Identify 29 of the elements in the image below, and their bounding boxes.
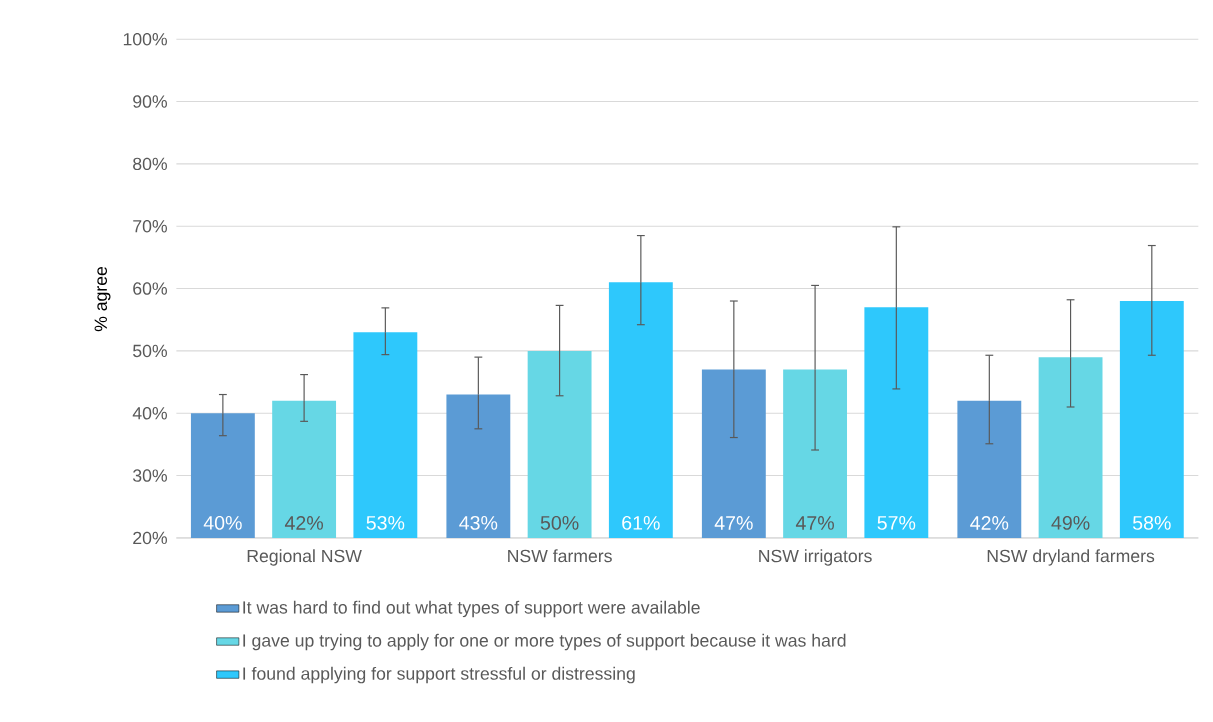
data-label: 49%	[1051, 515, 1090, 530]
x-tick-label: Regional NSW	[247, 549, 362, 566]
y-tick-label: 50%	[133, 344, 167, 358]
y-tick-label: 60%	[133, 282, 167, 295]
data-label: 42%	[970, 515, 1009, 530]
legend-label: I found applying for support stressful or distressing	[243, 666, 635, 684]
y-tick-label: 100%	[123, 32, 167, 46]
data-label: 43%	[459, 515, 498, 530]
data-label: 47%	[795, 516, 834, 530]
data-label: 61%	[622, 515, 660, 530]
data-label: 57%	[877, 515, 916, 530]
y-tick-label: 30%	[133, 469, 167, 482]
data-label: 42%	[284, 515, 324, 530]
y-tick-label: 90%	[133, 95, 167, 108]
x-tick-label: NSW dryland farmers	[987, 549, 1155, 566]
data-label: 40%	[203, 515, 242, 530]
y-axis-title: % agree	[94, 266, 111, 332]
data-label: 50%	[540, 515, 579, 530]
data-label: 53%	[366, 515, 405, 530]
legend-label: I gave up trying to apply for one or more types of support because it was hard	[243, 633, 846, 651]
x-tick-label: NSW farmers	[508, 549, 612, 563]
y-tick-label: 70%	[133, 219, 167, 233]
y-tick-label: 20%	[133, 531, 167, 545]
data-label: 58%	[1132, 515, 1171, 530]
legend-label: It was hard to find out what types of support were available	[243, 600, 700, 618]
data-label: 47%	[714, 516, 753, 530]
x-tick-label: NSW irrigators	[759, 549, 872, 566]
y-tick-label: 40%	[132, 406, 167, 420]
y-tick-label: 80%	[133, 157, 167, 171]
